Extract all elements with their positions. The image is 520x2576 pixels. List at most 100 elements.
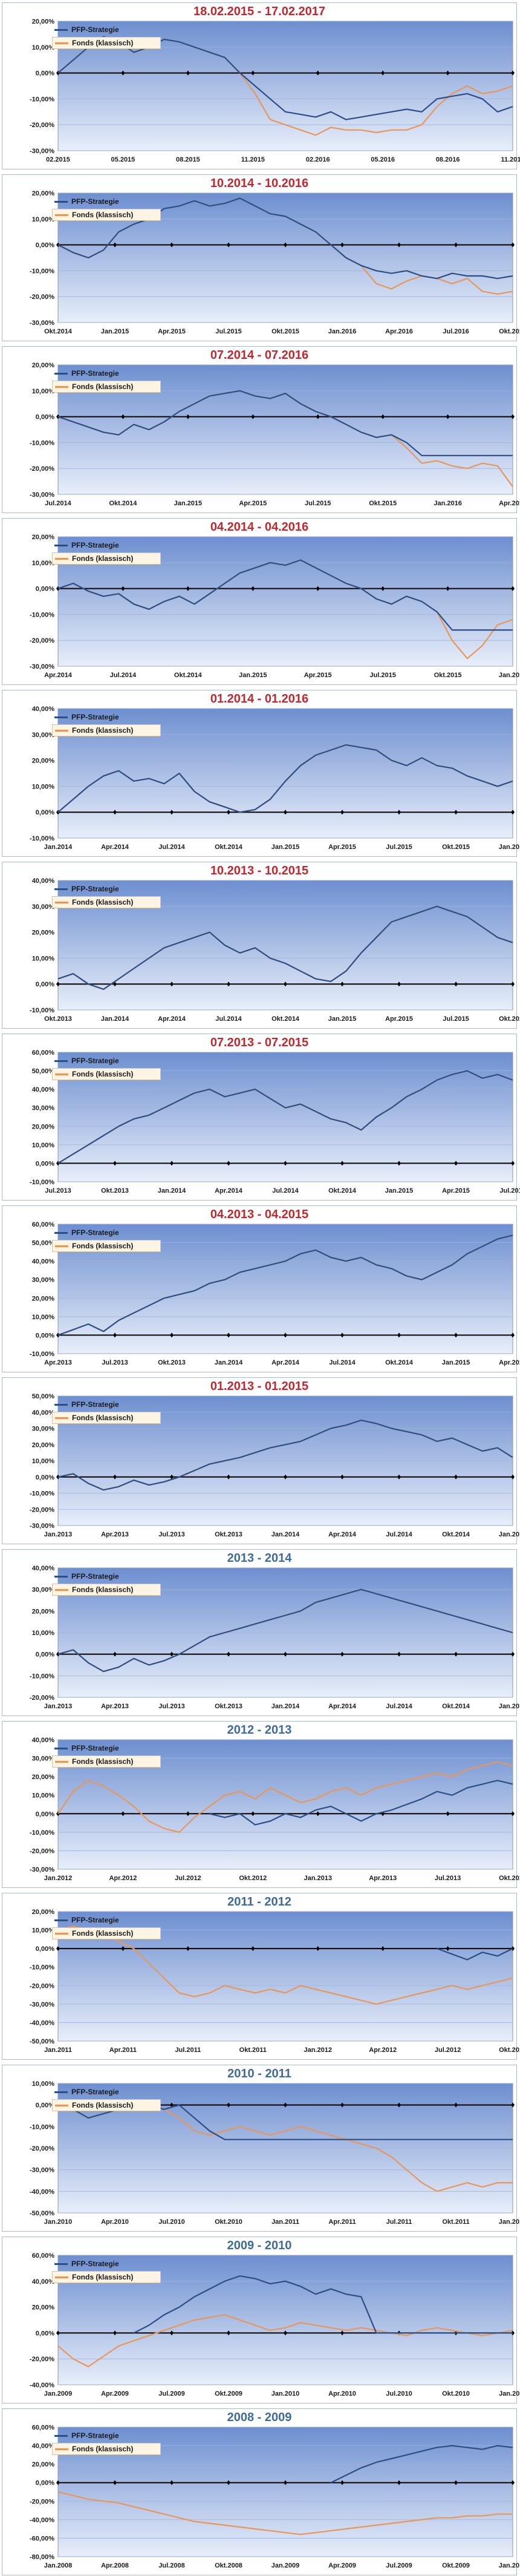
x-tick-label: Jan.2011: [44, 2047, 72, 2054]
x-tick-label: Okt.2014: [442, 1531, 470, 1538]
legend-entry-pfp: PFP-Strategie: [52, 24, 161, 36]
x-tick-label: Jan.2012: [499, 2218, 520, 2226]
zero-marker: [113, 1651, 117, 1657]
x-tick-label: Okt.2014: [385, 1359, 414, 1366]
legend-swatch: [54, 1403, 68, 1406]
legend-entry-fund: Fonds (klassisch): [52, 1755, 161, 1768]
y-tick-label: 0,00%: [36, 1474, 54, 1481]
x-tick-label: Jul.2013: [158, 1703, 184, 1710]
legend-label: PFP-Strategie: [71, 1057, 119, 1065]
y-tick-label: 30,00%: [32, 903, 55, 911]
y-tick-label: -10,00%: [30, 1964, 54, 1971]
y-tick-label: 20,00%: [32, 190, 55, 197]
legend-label: PFP-Strategie: [71, 369, 119, 378]
legend-swatch: [55, 1073, 68, 1075]
zero-marker: [186, 414, 190, 419]
legend-label: Fonds (klassisch): [72, 726, 134, 735]
zero-marker: [316, 1811, 320, 1817]
y-tick-label: -30,00%: [30, 320, 54, 327]
y-tick-label: -10,00%: [30, 439, 54, 447]
zero-marker: [113, 1332, 117, 1338]
x-tick-label: Okt.2010: [215, 2218, 242, 2226]
y-tick-label: -80,00%: [30, 2554, 54, 2561]
series-pfp-line: [57, 559, 513, 631]
x-tick-label: 08.2016: [436, 156, 460, 163]
zero-marker: [381, 1811, 385, 1817]
series-pfp-line: [57, 1234, 513, 1336]
series-pfp-line: [57, 744, 513, 813]
series-pfp-line: [437, 1948, 513, 1961]
zero-marker: [316, 70, 320, 76]
chart-legend: PFP-Strategie Fonds (klassisch): [52, 1570, 161, 1596]
chart-panel: 01.2014 - 01.2016 40,00% 30,00% 20,00% 10,00…: [2, 690, 520, 857]
legend-label: PFP-Strategie: [71, 1744, 119, 1752]
legend-entry-fund: Fonds (klassisch): [52, 1240, 161, 1252]
x-tick-label: Jan.2015: [499, 1531, 520, 1538]
x-tick-label: Apr.2015: [442, 1187, 470, 1195]
x-tick-label: Jan.2015: [385, 1187, 413, 1195]
zero-marker: [121, 1946, 125, 1952]
y-tick-label: -40,00%: [30, 2517, 54, 2524]
zero-marker: [340, 1332, 344, 1338]
zero-marker: [511, 2102, 515, 2108]
zero-marker: [284, 1651, 287, 1657]
chart-panel: 18.02.2015 - 17.02.2017 20,00% 10,00% 0,00%…: [2, 2, 520, 169]
x-tick-label: 11.2016: [501, 156, 520, 163]
x-tick-label: Apr.2014: [44, 672, 73, 679]
y-tick-label: -30,00%: [30, 2167, 54, 2174]
zero-marker: [511, 810, 515, 815]
zero-marker: [121, 414, 125, 419]
chart-legend: PFP-Strategie Fonds (klassisch): [52, 195, 161, 221]
chart-title: 2009 - 2010: [227, 2239, 292, 2252]
x-tick-label: Jan.2016: [328, 328, 356, 335]
x-tick-label: Okt.2013: [499, 1875, 520, 1882]
x-tick-label: Jul.2011: [386, 2218, 412, 2226]
zero-marker: [170, 982, 174, 987]
chart-panel: 2010 - 2011 10,00% 0,00% -10,00% -20,00% -30,…: [2, 2065, 520, 2232]
zero-marker: [397, 2102, 401, 2108]
x-tick-label: Okt.2014: [328, 1187, 357, 1195]
y-tick-label: 10,00%: [32, 560, 55, 567]
x-tick-label: Jul.2015: [215, 328, 241, 335]
y-tick-label: -20,00%: [30, 2356, 54, 2363]
y-tick-label: 30,00%: [32, 1277, 55, 1284]
y-tick-label: 40,00%: [32, 1565, 55, 1572]
chart-title: 2008 - 2009: [227, 2411, 292, 2424]
zero-marker: [316, 1946, 320, 1952]
x-tick-label: Apr.2011: [109, 2047, 137, 2054]
y-tick-label: -20,00%: [30, 1506, 54, 1513]
x-tick-label: Jan.2009: [271, 2562, 299, 2569]
zero-marker: [397, 1651, 401, 1657]
chart-svg: 50,00% 40,00% 30,00% 20,00% 10,00% 0,00% -10,0…: [30, 1393, 520, 1538]
chart-legend: PFP-Strategie Fonds (klassisch): [52, 367, 161, 393]
zero-marker: [511, 414, 515, 419]
x-tick-label: Okt.2015: [434, 672, 462, 679]
y-tick-label: 20,00%: [32, 362, 55, 369]
zero-marker: [397, 810, 401, 815]
y-tick-label: 20,00%: [32, 1774, 55, 1781]
zero-marker: [227, 2480, 230, 2485]
y-tick-label: -20,00%: [30, 465, 54, 473]
x-tick-label: 02.2015: [46, 156, 70, 163]
legend-entry-pfp: PFP-Strategie: [52, 2430, 161, 2442]
chart-panel: 07.2014 - 07.2016 20,00% 10,00% 0,00% -10,00…: [2, 346, 520, 513]
x-tick-label: Apr.2011: [328, 2218, 356, 2226]
x-tick-label: Okt.2013: [101, 1187, 129, 1195]
x-tick-label: Jan.2016: [499, 844, 520, 851]
zero-marker: [284, 1161, 287, 1166]
zero-marker: [454, 1651, 458, 1657]
x-tick-label: 05.2015: [111, 156, 135, 163]
zero-marker: [56, 1332, 60, 1338]
chart-legend: PFP-Strategie Fonds (klassisch): [52, 1055, 161, 1080]
y-tick-label: 10,00%: [32, 1142, 55, 1149]
zero-marker: [251, 70, 255, 76]
chart-legend: PFP-Strategie Fonds (klassisch): [52, 2430, 161, 2455]
y-tick-label: -40,00%: [30, 2382, 54, 2389]
x-tick-label: Jul.2016: [443, 328, 469, 335]
y-tick-label: 20,00%: [32, 1295, 55, 1302]
x-tick-label: Apr.2015: [239, 500, 267, 507]
x-tick-label: Apr.2015: [158, 328, 186, 335]
zero-marker: [397, 1474, 401, 1480]
legend-label: Fonds (klassisch): [72, 1757, 134, 1766]
y-tick-label: 60,00%: [32, 1049, 55, 1057]
